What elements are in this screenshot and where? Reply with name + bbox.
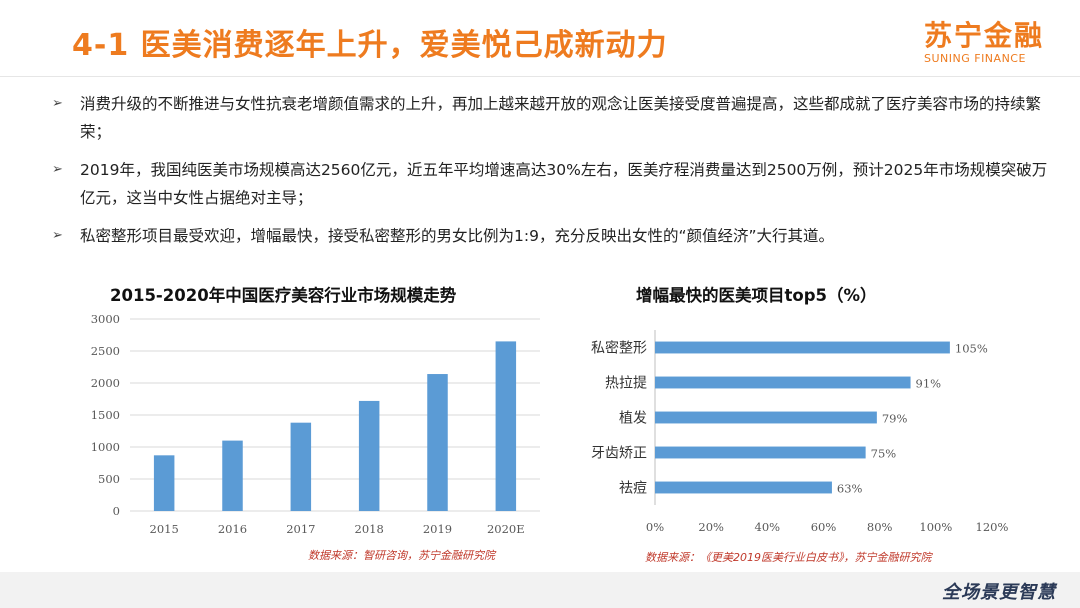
- y-tick-label: 0: [113, 504, 120, 518]
- y-tick-label: 3000: [91, 312, 120, 326]
- x-tick-label: 40%: [755, 520, 781, 534]
- bar: [358, 400, 380, 511]
- data-label: 79%: [882, 412, 908, 426]
- category-label: 牙齿矫正: [591, 446, 647, 462]
- y-tick-label: 2000: [91, 376, 120, 390]
- header-divider: [0, 76, 1080, 77]
- x-tick-label: 2015: [150, 522, 179, 536]
- bar: [655, 376, 911, 389]
- x-tick-label: 120%: [976, 520, 1009, 534]
- bar: [655, 341, 950, 354]
- y-tick-label: 1000: [91, 440, 120, 454]
- x-tick-label: 2017: [286, 522, 315, 536]
- left-chart-source: 数据来源：智研咨询，苏宁金融研究院: [308, 549, 495, 562]
- bar: [427, 374, 448, 511]
- market-size-bar-chart: 0 500 1000 1500 2000 2500 3000 2015 2016 2017 2018…: [91, 312, 540, 536]
- arrow-bullet-icon: ➢: [52, 162, 63, 177]
- bullet-text: 私密整形项目最受欢迎，增幅最快，接受私密整形的男女比例为1:9，充分反映出女性的…: [80, 227, 835, 245]
- category-label: 热拉提: [605, 376, 647, 392]
- suning-finance-logo: 苏宁金融 SUNING FINANCE: [924, 14, 1044, 65]
- data-label: 75%: [871, 447, 897, 461]
- x-tick-label: 20%: [698, 520, 724, 534]
- x-tick-label: 2016: [218, 522, 247, 536]
- bar: [655, 411, 877, 424]
- arrow-bullet-icon: ➢: [52, 228, 63, 243]
- logo-english-text: SUNING FINANCE: [923, 52, 1026, 65]
- slide-header: 4-1 医美消费逐年上升，爱美悦己成新动力 苏宁金融 SUNING FINANC…: [0, 0, 1080, 80]
- data-label: 63%: [837, 482, 863, 496]
- category-label: 植发: [619, 411, 647, 427]
- y-tick-label: 2500: [91, 344, 120, 358]
- y-tick-label: 1500: [91, 408, 120, 422]
- category-label: 私密整形: [591, 340, 647, 357]
- category-label: 祛痘: [619, 481, 647, 497]
- bullet-item: ➢ 2019年，我国纯医美市场规模高达2560亿元，近五年平均增速高达30%左右…: [40, 156, 1050, 212]
- data-label: 105%: [955, 342, 988, 356]
- arrow-bullet-icon: ➢: [52, 96, 63, 111]
- bullet-text: 2019年，我国纯医美市场规模高达2560亿元，近五年平均增速高达30%左右，医…: [80, 161, 1048, 207]
- left-chart-title: 2015-2020年中国医疗美容行业市场规模走势: [110, 286, 457, 305]
- x-tick-label: 100%: [919, 520, 952, 534]
- x-tick-label: 2018: [355, 522, 384, 536]
- slide-title: 4-1 医美消费逐年上升，爱美悦己成新动力: [72, 28, 668, 63]
- x-tick-label: 2020E: [487, 522, 525, 536]
- bar: [655, 481, 832, 494]
- bullet-item: ➢ 消费升级的不断推进与女性抗衰老增颜值需求的上升，再加上越来越开放的观念让医美…: [40, 90, 1050, 146]
- bar: [495, 341, 517, 511]
- bullet-item: ➢ 私密整形项目最受欢迎，增幅最快，接受私密整形的男女比例为1:9，充分反映出女…: [40, 222, 1050, 250]
- bullet-text: 消费升级的不断推进与女性抗衰老增颜值需求的上升，再加上越来越开放的观念让医美接受…: [80, 95, 1042, 141]
- top5-growth-bar-chart: 0% 20% 40% 60% 80% 100% 120% 私密整形 105% 热拉提 91% 植发 79…: [591, 330, 1009, 534]
- x-tick-label: 0%: [646, 520, 664, 534]
- y-tick-label: 500: [98, 472, 120, 486]
- bar: [655, 446, 866, 459]
- data-label: 91%: [916, 377, 942, 391]
- right-chart-source: 数据来源：《更美2019医美行业白皮书》，苏宁金融研究院: [645, 551, 932, 564]
- x-tick-label: 60%: [811, 520, 837, 534]
- bar: [222, 440, 243, 511]
- x-tick-label: 2019: [423, 522, 452, 536]
- bar: [290, 422, 312, 511]
- logo-chinese-text: 苏宁金融: [923, 19, 1044, 52]
- right-chart-title: 增幅最快的医美项目top5（%）: [636, 286, 877, 305]
- bar: [153, 455, 175, 511]
- footer-slogan: 全场景更智慧: [942, 582, 1056, 603]
- x-tick-label: 80%: [867, 520, 893, 534]
- bullet-list: ➢ 消费升级的不断推进与女性抗衰老增颜值需求的上升，再加上越来越开放的观念让医美…: [40, 90, 1050, 260]
- footer-bar: [0, 572, 1080, 608]
